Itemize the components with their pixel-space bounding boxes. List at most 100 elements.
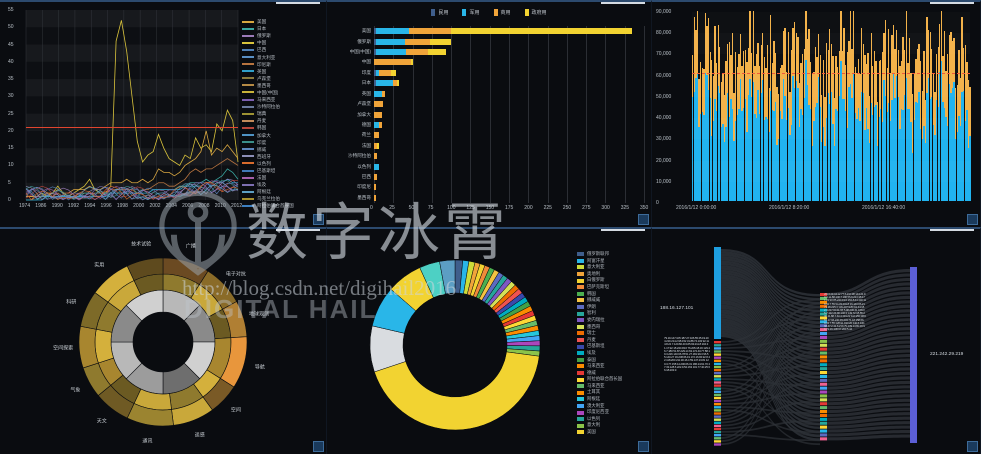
timeseries-bar[interactable] [868,10,871,201]
bar-segment[interactable] [378,121,383,128]
sankey-left-node[interactable] [714,434,721,437]
sankey-link[interactable] [721,338,820,349]
sankey-link[interactable] [827,331,910,351]
scrollbar-thumb-icon[interactable] [276,2,320,4]
bar-segment[interactable] [374,194,377,201]
sankey-link[interactable] [827,389,910,402]
sankey-link[interactable] [827,354,910,371]
timeseries-bar[interactable] [698,10,700,201]
timeseries-bar[interactable] [746,10,748,201]
timeseries-bar[interactable] [762,10,764,201]
timeseries-bar[interactable] [846,10,848,201]
timeseries-bar[interactable] [833,10,836,201]
bar-segment[interactable] [375,38,405,45]
timeseries-bar[interactable] [733,10,735,201]
timeseries-bar[interactable] [829,10,831,201]
timeseries-bar[interactable] [692,10,694,201]
timeseries-bar[interactable] [959,10,962,201]
resize-handle-icon[interactable] [313,214,324,225]
sankey-link[interactable] [721,406,820,414]
scrollbar-thumb-icon[interactable] [930,2,974,4]
timeseries-bar[interactable] [699,10,702,201]
timeseries-bar[interactable] [719,10,721,201]
sankey-mid-node[interactable] [820,394,827,398]
timeseries-bar[interactable] [765,10,767,201]
sankey-link[interactable] [827,421,910,429]
sankey-link[interactable] [827,327,910,347]
timeseries-bar[interactable] [725,10,727,201]
sankey-source-node[interactable] [714,247,721,339]
timeseries-bar[interactable] [711,10,713,201]
sankey-mid-node[interactable] [820,320,827,324]
bar-row[interactable]: 中国(中国) [350,49,644,56]
legend-item[interactable]: 印度 [242,139,322,146]
sankey-mid-node[interactable] [820,363,827,367]
timeseries-bar[interactable] [712,10,715,201]
timeseries-bar[interactable] [943,10,946,201]
sankey-link[interactable] [721,365,820,377]
sankey-left-node[interactable] [714,381,721,384]
timeseries-bar[interactable] [915,10,917,201]
sankey-mid-node[interactable] [820,390,827,394]
resize-handle-icon[interactable] [967,441,978,452]
bar-segment[interactable] [374,59,412,66]
timeseries-bar[interactable] [715,10,718,201]
bar-segment[interactable] [427,49,447,56]
legend-item[interactable]: 阿根廷 [242,188,322,195]
sankey-left-node[interactable] [714,344,721,347]
timeseries-bar[interactable] [856,10,858,201]
timeseries-bar[interactable] [739,10,742,201]
timeseries-bar[interactable] [932,10,935,201]
sankey-link[interactable] [827,385,910,398]
bar-row[interactable]: 法国 [362,142,644,149]
sankey-left-node[interactable] [714,418,721,421]
legend-item[interactable]: 巴西 [242,46,322,53]
legend-item[interactable]: 中国 [242,39,322,46]
bar-row[interactable]: 卢森堡 [357,101,644,108]
legend-item[interactable]: 埃及 [242,181,322,188]
timeseries-bar[interactable] [902,10,904,201]
sankey-link[interactable] [827,358,910,375]
legend-item[interactable]: 埃及 [577,350,649,357]
bar-segment[interactable] [375,80,393,87]
timeseries-bar[interactable] [872,10,874,201]
bar-segment[interactable] [374,49,376,56]
legend-item[interactable]: 奥地利 [577,271,649,278]
sankey-link[interactable] [827,277,910,304]
bar-segment[interactable] [374,80,376,87]
sankey-link[interactable] [827,430,910,437]
bar-segment[interactable] [397,80,399,87]
timeseries-bar[interactable] [794,10,796,201]
legend-item[interactable]: 德威 [577,370,649,377]
sankey-left-node[interactable] [714,409,721,412]
timeseries-bar[interactable] [824,10,826,201]
legend-item[interactable]: 阿拉伯联合酋长国 [577,376,649,383]
sankey-left-node[interactable] [714,406,721,409]
timeseries-bar[interactable] [963,10,965,201]
sankey-mid-node[interactable] [820,410,827,414]
legend-item[interactable]: 俄罗斯 [242,32,322,39]
timeseries-bar[interactable] [862,10,864,201]
timeseries-bar[interactable] [935,10,938,201]
timeseries-bar[interactable] [875,10,877,201]
bar-row[interactable]: 德国 [362,121,644,128]
bar-segment[interactable] [408,28,452,35]
sunburst-svg[interactable] [0,229,327,454]
legend-item[interactable]: 墨西哥 [242,82,322,89]
bar-segment[interactable] [429,38,452,45]
timeseries-bar[interactable] [822,10,825,201]
timeseries-bar[interactable] [797,10,799,201]
timeseries-bar[interactable] [886,10,888,201]
sankey-mid-node[interactable] [820,421,827,425]
donut-slice[interactable] [439,259,456,295]
timeseries-bar[interactable] [808,10,810,201]
legend-item[interactable]: 马来西亚 [242,96,322,103]
sankey-left-node[interactable] [714,412,721,415]
sankey-mid-node[interactable] [820,304,827,308]
sankey-left-node[interactable] [714,421,721,424]
bar-row[interactable]: 墨西哥 [357,194,644,201]
sankey-link[interactable] [827,322,910,343]
timeseries-bar[interactable] [880,10,882,201]
timeseries-bar[interactable] [792,10,794,201]
timeseries-bar[interactable] [912,10,914,201]
